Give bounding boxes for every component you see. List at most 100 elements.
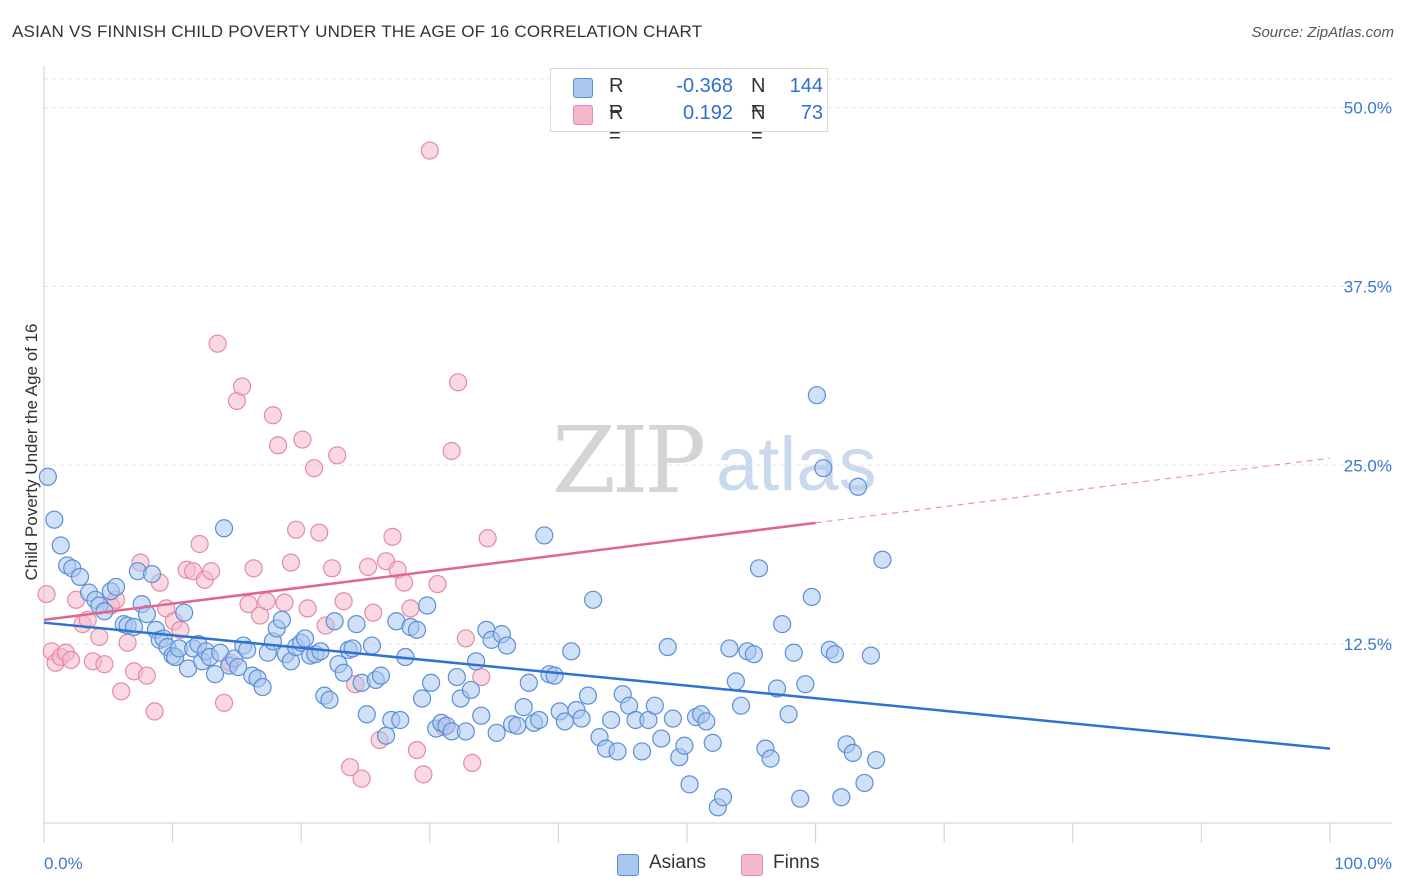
y-tick-label: 50.0% bbox=[1344, 99, 1392, 118]
asian-point bbox=[137, 605, 156, 624]
chart-title: ASIAN VS FINNISH CHILD POVERTY UNDER THE… bbox=[12, 22, 703, 41]
asian-point bbox=[608, 742, 627, 761]
asian-point bbox=[514, 698, 533, 717]
asians-legend-swatch bbox=[617, 854, 639, 876]
y-tick-label: 12.5% bbox=[1344, 635, 1392, 654]
finns-trend-line bbox=[43, 521, 816, 622]
stats-legend: R = -0.368 N = 144 R = 0.192 N = 73 bbox=[550, 68, 828, 147]
asian-point bbox=[325, 612, 344, 631]
asian-point bbox=[703, 733, 722, 752]
asian-point bbox=[572, 709, 591, 728]
finn-point bbox=[328, 446, 347, 465]
asian-point bbox=[720, 639, 739, 658]
finn-point bbox=[407, 740, 427, 760]
asian-point bbox=[205, 665, 225, 684]
grid-lines bbox=[44, 78, 1392, 645]
asian-point bbox=[295, 629, 315, 648]
finn-point bbox=[352, 769, 371, 788]
asian-point bbox=[861, 646, 880, 665]
trend-lines bbox=[43, 457, 1331, 750]
finn-point bbox=[304, 459, 324, 478]
asian-point bbox=[855, 773, 874, 793]
asian-point bbox=[412, 689, 432, 708]
finns-points bbox=[37, 141, 497, 788]
finn-point bbox=[414, 765, 433, 784]
finns-trend-extension bbox=[815, 457, 1331, 524]
y-tick-label: 37.5% bbox=[1344, 277, 1392, 296]
finn-point bbox=[383, 527, 402, 546]
watermark-atlas: atlas bbox=[716, 422, 877, 507]
asian-point bbox=[466, 652, 486, 671]
finn-point bbox=[232, 377, 252, 396]
finn-point bbox=[268, 436, 288, 455]
asian-point bbox=[407, 620, 427, 639]
asian-point bbox=[680, 775, 699, 794]
asian-point bbox=[562, 642, 581, 661]
finn-point bbox=[239, 594, 258, 614]
finn-point bbox=[202, 562, 221, 581]
asian-point bbox=[447, 667, 466, 687]
asian-point bbox=[784, 643, 803, 662]
n-label: N = bbox=[751, 75, 766, 120]
finn-point bbox=[394, 573, 414, 592]
asian-point bbox=[731, 696, 751, 715]
finns-legend-label: Finns bbox=[773, 852, 820, 873]
finn-point bbox=[364, 603, 383, 622]
n-value: 144 bbox=[789, 75, 823, 97]
chart-source: Source: ZipAtlas.com bbox=[1251, 24, 1394, 41]
asian-point bbox=[320, 690, 339, 710]
asian-point bbox=[418, 596, 437, 615]
finn-point bbox=[293, 430, 312, 449]
finn-point bbox=[463, 753, 482, 773]
asian-point bbox=[848, 477, 868, 496]
asian-point bbox=[253, 677, 272, 697]
asian-point bbox=[272, 610, 292, 629]
asian-point bbox=[142, 564, 162, 584]
asian-point bbox=[832, 788, 851, 807]
asian-point bbox=[697, 712, 716, 731]
asian-point bbox=[652, 729, 671, 748]
watermark-zip: ZIP bbox=[552, 407, 703, 514]
asian-point bbox=[713, 788, 733, 807]
asian-point bbox=[51, 536, 70, 555]
finn-point bbox=[112, 682, 131, 701]
asians-swatch bbox=[573, 78, 593, 98]
asian-point bbox=[214, 519, 234, 538]
asian-point bbox=[472, 706, 491, 725]
asian-point bbox=[767, 679, 787, 698]
finn-point bbox=[298, 599, 317, 618]
finn-point bbox=[478, 529, 497, 548]
asians-legend-label: Asians bbox=[649, 852, 707, 873]
asian-point bbox=[675, 736, 694, 755]
asian-point bbox=[391, 710, 410, 730]
asian-point bbox=[726, 672, 745, 691]
asians-points bbox=[38, 386, 892, 817]
finn-point bbox=[244, 559, 263, 578]
finn-point bbox=[358, 557, 378, 576]
asian-point bbox=[38, 467, 57, 486]
finn-point bbox=[257, 592, 276, 611]
finn-point bbox=[340, 758, 360, 777]
finn-point bbox=[263, 406, 283, 425]
asian-point bbox=[508, 716, 527, 735]
finn-point bbox=[286, 520, 306, 539]
finn-point bbox=[420, 141, 439, 160]
y-tick-label: 25.0% bbox=[1344, 456, 1392, 475]
finn-point bbox=[90, 627, 109, 647]
n-label: N = bbox=[751, 102, 766, 147]
finn-point bbox=[401, 599, 420, 618]
r-label: R = bbox=[609, 102, 624, 147]
finn-point bbox=[118, 633, 137, 652]
asian-point bbox=[814, 459, 833, 478]
finn-point bbox=[137, 666, 156, 685]
finn-point bbox=[208, 334, 227, 353]
asian-point bbox=[519, 673, 538, 692]
asian-point bbox=[779, 705, 798, 724]
r-value: 0.192 bbox=[682, 102, 733, 124]
asian-point bbox=[866, 750, 886, 770]
asian-point bbox=[658, 637, 677, 657]
asian-point bbox=[70, 567, 90, 587]
asian-point bbox=[578, 686, 598, 705]
asian-point bbox=[175, 603, 194, 622]
